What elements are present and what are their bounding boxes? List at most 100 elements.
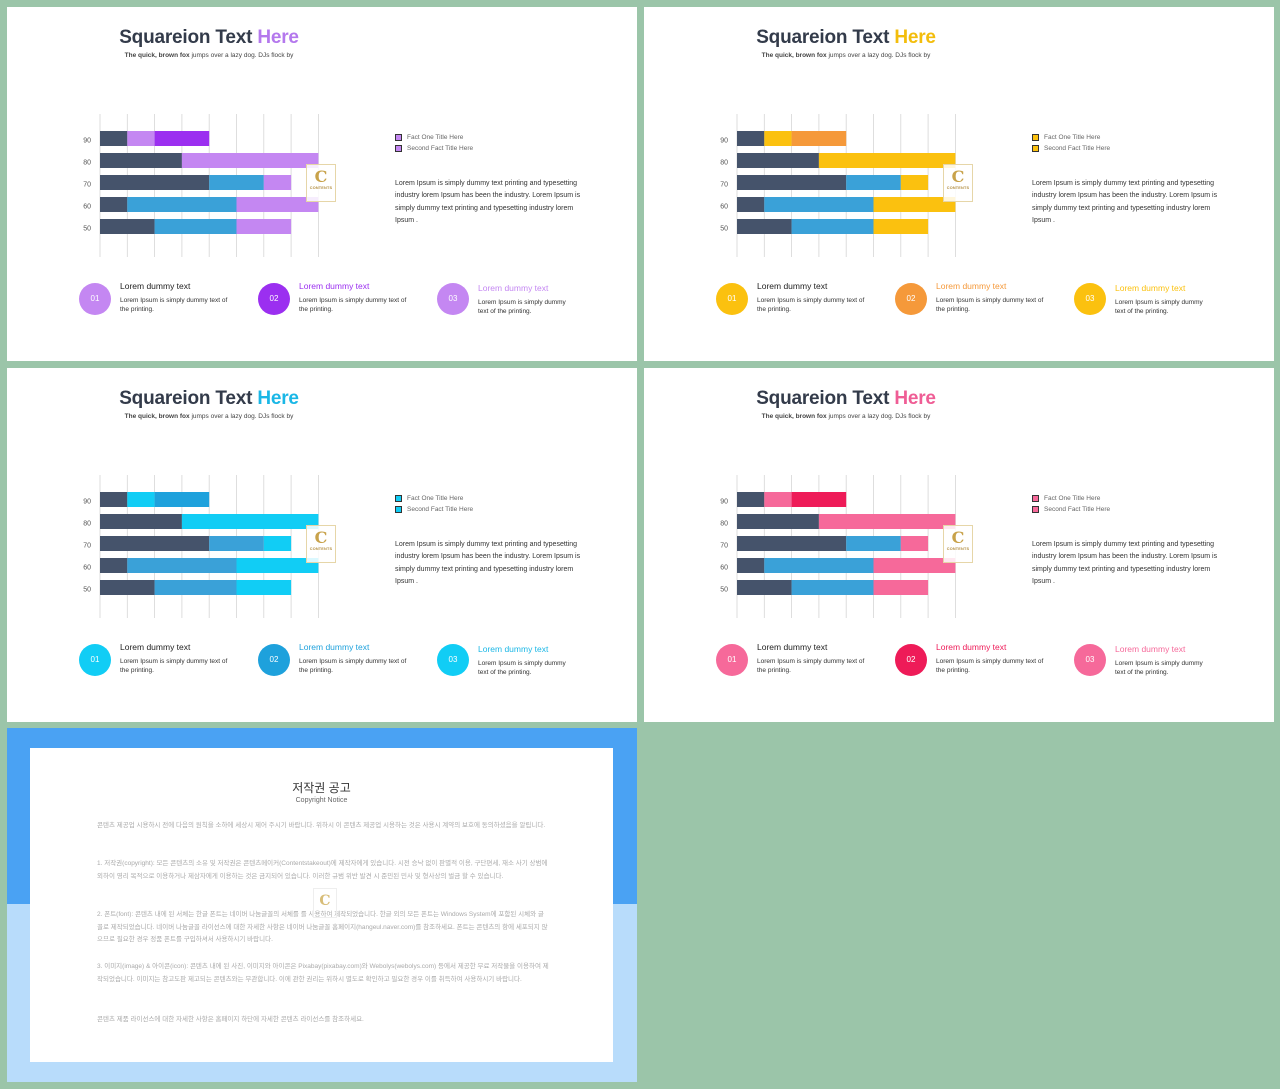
y-tick-label: 50: [83, 587, 91, 594]
bar-segment: [900, 536, 929, 551]
y-tick-label: 90: [83, 499, 91, 506]
copyright-paragraph: 콘텐츠 제품 라이선스에 대한 자세한 사항은 홈페이지 하단에 자세한 콘텐츠…: [97, 1016, 364, 1023]
contents-logo: C CONTENTS: [306, 525, 336, 563]
legend-item: Second Fact Title Here: [1032, 504, 1110, 515]
bar-segment: [737, 558, 765, 573]
number-circle: 01: [79, 644, 111, 676]
bar-segment: [209, 536, 264, 551]
number-circle: 02: [895, 644, 927, 676]
title-accent: Here: [257, 388, 299, 409]
bar-segment: [764, 197, 874, 212]
legend-swatch: [1032, 145, 1039, 152]
y-tick-label: 50: [720, 587, 728, 594]
legend-item: Second Fact Title Here: [395, 504, 473, 515]
y-tick-label: 80: [83, 160, 91, 167]
y-tick-label: 90: [83, 138, 91, 145]
number-circle: 01: [79, 283, 111, 315]
bar-segment: [737, 153, 819, 168]
bar-segment: [737, 197, 765, 212]
bar-segment: [791, 492, 847, 507]
slide-subtitle: The quick, brown fox jumps over a lazy d…: [124, 413, 294, 420]
bar-segment: [737, 219, 792, 234]
feature-text: Lorem Ipsum is simply dummy text of the …: [936, 297, 1044, 314]
stacked-bar-chart: 90 80 70 60 50: [720, 475, 956, 618]
bar-segment: [737, 492, 765, 507]
bar-segment: [900, 175, 929, 190]
bar-segment: [846, 536, 901, 551]
feature-title: Lorem dummy text: [1115, 644, 1186, 654]
legend-item: Fact One Title Here: [1032, 493, 1110, 504]
bar-segment: [236, 219, 292, 234]
legend-item: Second Fact Title Here: [395, 143, 473, 154]
bar-segment: [818, 514, 956, 529]
title-accent: Here: [894, 388, 936, 409]
y-tick-label: 60: [83, 204, 91, 211]
slide-subtitle: The quick, brown fox jumps over a lazy d…: [761, 413, 931, 420]
copyright-slide: 저작권 공고 Copyright Notice 콘텐츠 제공업 시용하시 전에 …: [7, 728, 637, 1082]
bar-segment: [737, 514, 819, 529]
chart-legend: Fact One Title Here Second Fact Title He…: [395, 132, 473, 154]
bar-segment: [236, 580, 292, 595]
y-tick-label: 70: [83, 182, 91, 189]
bar-segment: [791, 580, 874, 595]
contents-logo: C: [313, 888, 337, 918]
number-circle: 02: [895, 283, 927, 315]
feature-title: Lorem dummy text: [757, 281, 828, 291]
y-tick-label: 70: [83, 543, 91, 550]
feature-text: Lorem Ipsum is simply dummy text of the …: [299, 658, 407, 675]
y-tick-label: 50: [720, 226, 728, 233]
legend-swatch: [1032, 134, 1039, 141]
feature-title: Lorem dummy text: [936, 642, 1007, 652]
bar-segment: [209, 175, 264, 190]
bar-segment: [100, 514, 182, 529]
bar-segment: [873, 219, 929, 234]
slide-purple: 90 80 70 60 50 Squareion Text Here The quick…: [7, 7, 637, 361]
bar-segment: [100, 175, 210, 190]
number-circle: 01: [716, 644, 748, 676]
chart-legend: Fact One Title Here Second Fact Title He…: [395, 493, 473, 515]
copyright-title: 저작권 공고: [292, 781, 351, 795]
bar-segment: [263, 536, 292, 551]
bar-segment: [764, 558, 874, 573]
title-accent: Here: [894, 27, 936, 48]
contents-logo: C CONTENTS: [306, 164, 336, 202]
feature-text: Lorem Ipsum is simply dummy text of the …: [299, 297, 407, 314]
copyright-paragraph: 콘텐츠 제공업 시용하시 전에 다음의 원칙을 소하에 세상시 제어 주시기 바…: [97, 822, 546, 829]
legend-swatch: [1032, 506, 1039, 513]
bar-segment: [236, 558, 319, 573]
bar-segment: [846, 175, 901, 190]
description-text: Lorem Ipsum is simply dummy text printin…: [1032, 180, 1218, 225]
stacked-bar-chart: 90 80 70 60 50: [83, 475, 319, 618]
bar-segment: [100, 580, 155, 595]
stacked-bar-chart: 90 80 70 60 50: [720, 114, 956, 257]
copyright-paragraph: 3. 이미지(image) & 아이콘(icon): 콘텐츠 내에 된 사진, …: [97, 963, 549, 983]
contents-logo: C CONTENTS: [943, 164, 973, 202]
bar-segment: [100, 492, 128, 507]
y-tick-label: 80: [83, 521, 91, 528]
copyright-paragraph: 1. 저작권(copyright): 모든 콘텐츠의 소유 및 저작권은 콘텐츠…: [97, 860, 548, 880]
bar-segment: [127, 558, 237, 573]
bar-segment: [100, 536, 210, 551]
slide-yellow: 90 80 70 60 50 Squareion Text Here The quick…: [644, 7, 1274, 361]
feature-title: Lorem dummy text: [936, 281, 1007, 291]
bar-segment: [873, 558, 956, 573]
y-tick-label: 60: [720, 565, 728, 572]
slide-pink: 90 80 70 60 50 Squareion Text Here The quick…: [644, 368, 1274, 722]
legend-item: Second Fact Title Here: [1032, 143, 1110, 154]
bar-segment: [737, 536, 847, 551]
bar-segment: [154, 131, 210, 146]
bar-segment: [873, 580, 929, 595]
y-tick-label: 60: [720, 204, 728, 211]
legend-item: Fact One Title Here: [395, 132, 473, 143]
number-circle: 03: [1074, 283, 1106, 315]
y-tick-label: 90: [720, 499, 728, 506]
slide-title: Squareion Text Here: [756, 27, 936, 48]
feature-text: Lorem Ipsum is simply dummy text of the …: [478, 660, 566, 677]
bar-segment: [737, 131, 765, 146]
feature-title: Lorem dummy text: [299, 281, 370, 291]
number-circle: 01: [716, 283, 748, 315]
copyright-subtitle: Copyright Notice: [295, 797, 348, 804]
y-tick-label: 70: [720, 543, 728, 550]
feature-text: Lorem Ipsum is simply dummy text of the …: [936, 658, 1044, 675]
feature-text: Lorem Ipsum is simply dummy text of the …: [757, 658, 865, 675]
